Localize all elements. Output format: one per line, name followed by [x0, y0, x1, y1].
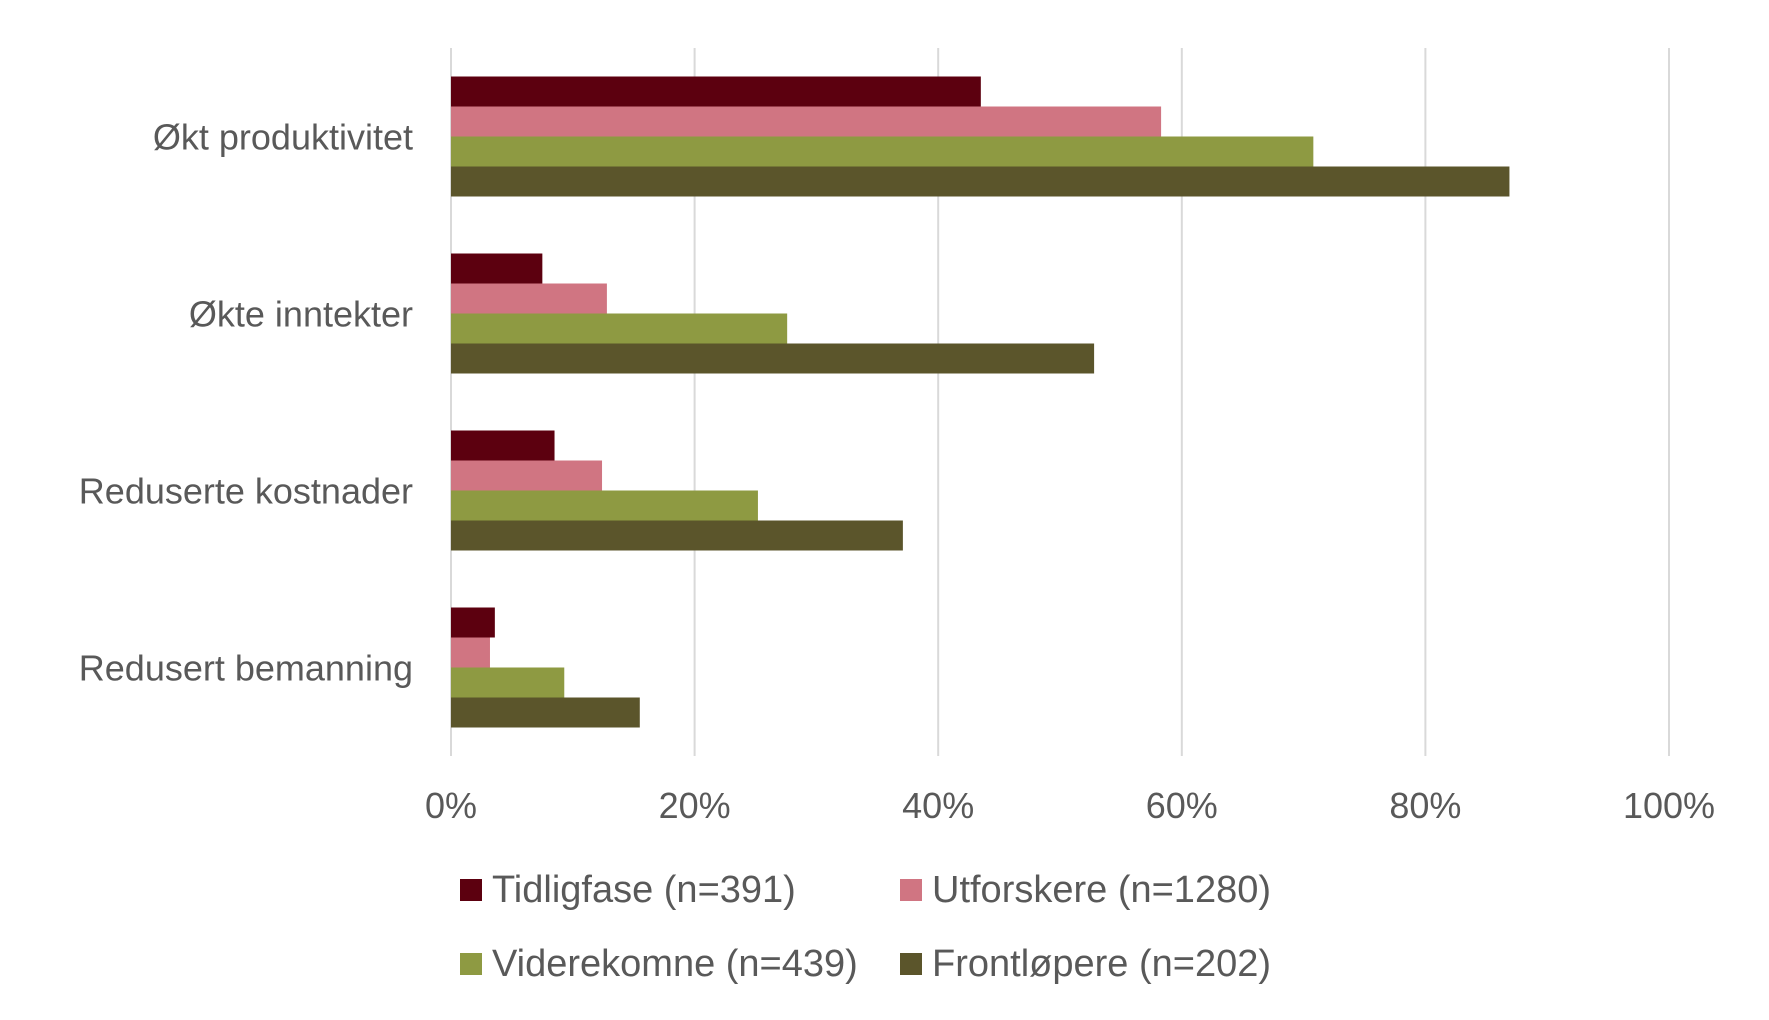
bar: [451, 637, 490, 668]
bar: [451, 166, 1510, 197]
legend-swatch: [460, 953, 482, 975]
x-tick-label: 20%: [659, 785, 731, 826]
legend-label: Frontløpere (n=202): [932, 942, 1271, 985]
x-tick-label: 100%: [1623, 785, 1715, 826]
legend-item: Frontløpere (n=202): [900, 942, 1340, 986]
category-label: Reduserte kostnader: [79, 471, 413, 512]
bar: [451, 520, 903, 551]
bar: [451, 283, 607, 314]
legend: Tidligfase (n=391) Utforskere (n=1280) V…: [460, 868, 1360, 986]
bar: [451, 343, 1095, 374]
category-label: Økte inntekter: [189, 294, 413, 335]
bar: [451, 76, 981, 107]
legend-swatch: [900, 953, 922, 975]
bar: [451, 607, 495, 638]
legend-label: Tidligfase (n=391): [492, 868, 796, 911]
category-labels: Økt produktivitet Økte inntekter Reduserte…: [79, 117, 413, 689]
x-tick-label: 60%: [1146, 785, 1218, 826]
legend-item: Viderekomne (n=439): [460, 942, 900, 986]
legend-item: Tidligfase (n=391): [460, 868, 900, 912]
x-tick-label: 80%: [1389, 785, 1461, 826]
category-label: Økt produktivitet: [153, 117, 413, 158]
bar: [451, 667, 565, 698]
bar: [451, 697, 640, 728]
legend-label: Utforskere (n=1280): [932, 868, 1271, 911]
x-tick-label: 40%: [902, 785, 974, 826]
legend-item: Utforskere (n=1280): [900, 868, 1340, 912]
x-axis-tick-labels: 0% 20% 40% 60% 80% 100%: [425, 785, 1715, 826]
bars: [451, 76, 1510, 728]
legend-label: Viderekomne (n=439): [492, 942, 858, 985]
bar: [451, 460, 603, 491]
x-tick-label: 0%: [425, 785, 477, 826]
bar: [451, 490, 758, 521]
legend-swatch: [900, 879, 922, 901]
bar: [451, 106, 1162, 137]
bar: [451, 430, 555, 461]
bar: [451, 253, 543, 284]
bar: [451, 313, 788, 344]
bar: [451, 136, 1314, 167]
category-label: Redusert bemanning: [79, 648, 413, 689]
legend-swatch: [460, 879, 482, 901]
